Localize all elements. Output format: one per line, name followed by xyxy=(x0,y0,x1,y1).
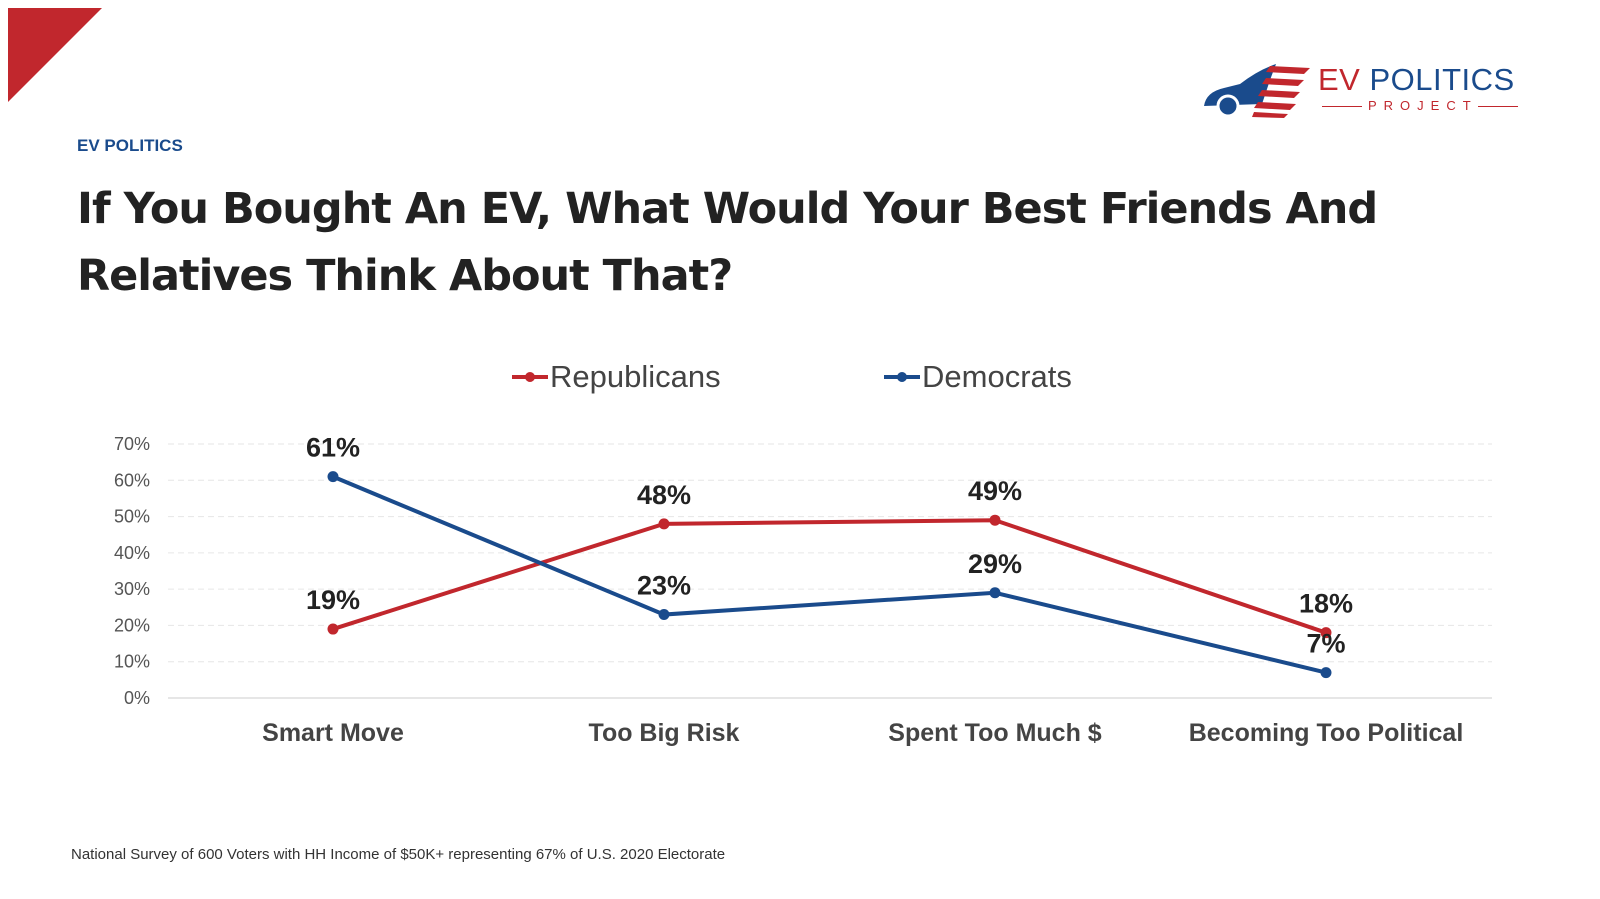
data-label: 48% xyxy=(637,480,691,510)
legend-label-republicans: Republicans xyxy=(550,359,721,394)
data-label: 29% xyxy=(968,549,1022,579)
legend-marker xyxy=(897,372,907,382)
data-label: 19% xyxy=(306,585,360,615)
line-chart: Republicans Democrats 0% 10% 20% 30% 40% 50% 60… xyxy=(114,359,1492,747)
y-tick-label: 50% xyxy=(114,507,150,527)
data-labels: 19% 48% 49% 18% 61% 23% 29% 7% xyxy=(306,433,1353,659)
x-tick-label: Smart Move xyxy=(262,719,404,747)
data-point xyxy=(989,587,1001,599)
source-note: National Survey of 600 Voters with HH In… xyxy=(71,846,726,863)
logo-ev-text: EV xyxy=(1318,62,1370,97)
grid xyxy=(168,443,1492,699)
data-label: 49% xyxy=(968,476,1022,506)
series-line-democrats xyxy=(332,474,1327,675)
series xyxy=(327,471,1332,679)
data-point xyxy=(658,518,670,530)
y-tick-label: 10% xyxy=(114,652,150,672)
y-tick-label: 40% xyxy=(114,543,150,563)
y-tick-label: 70% xyxy=(114,434,150,454)
data-point xyxy=(989,514,1001,526)
data-label: 18% xyxy=(1299,589,1353,619)
y-tick-label: 20% xyxy=(114,615,150,635)
data-point xyxy=(327,471,339,483)
data-point xyxy=(658,609,670,621)
logo-politics-text: POLITICS xyxy=(1369,62,1515,97)
x-tick-label: Too Big Risk xyxy=(589,719,740,747)
legend: Republicans Democrats xyxy=(512,359,1072,394)
ev-politics-project-logo: EV POLITICS PROJECT xyxy=(1200,60,1518,125)
data-point xyxy=(327,623,339,635)
data-point xyxy=(1320,667,1332,679)
data-label: 61% xyxy=(306,433,360,463)
x-tick-label: Becoming Too Political xyxy=(1189,719,1464,747)
x-axis: Smart Move Too Big Risk Spent Too Much $ Be… xyxy=(262,719,1463,747)
section-kicker: EV POLITICS xyxy=(77,136,183,155)
car-flag-icon xyxy=(1204,64,1310,118)
legend-label-democrats: Democrats xyxy=(922,359,1072,394)
y-tick-label: 0% xyxy=(124,688,150,708)
logo-project-text: PROJECT xyxy=(1368,98,1478,113)
y-axis: 0% 10% 20% 30% 40% 50% 60% 70% xyxy=(114,434,150,708)
data-point xyxy=(1320,627,1332,639)
x-tick-label: Spent Too Much $ xyxy=(888,719,1102,747)
data-label: 23% xyxy=(637,571,691,601)
y-tick-label: 30% xyxy=(114,579,150,599)
data-label: 7% xyxy=(1306,629,1345,659)
corner-accent xyxy=(8,8,102,102)
series-line-republicans xyxy=(332,518,1327,635)
page-title: If You Bought An EV, What Would Your Bes… xyxy=(77,184,1378,301)
y-tick-label: 60% xyxy=(114,470,150,490)
legend-marker xyxy=(525,372,535,382)
